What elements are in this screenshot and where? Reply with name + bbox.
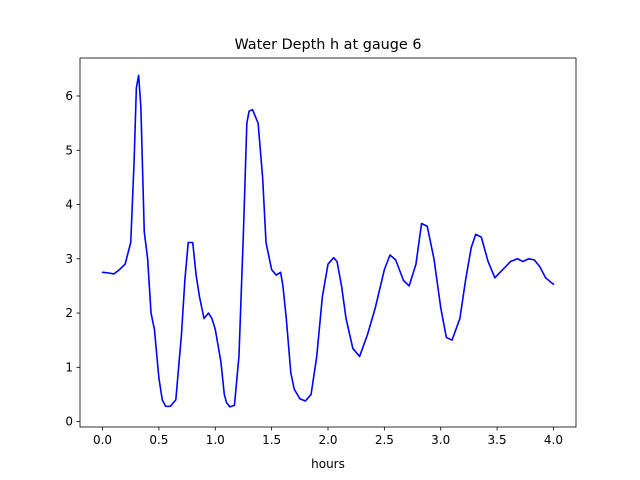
y-tick-label: 4 (65, 198, 73, 212)
y-tick-label: 3 (65, 252, 73, 266)
y-tick-label: 6 (65, 89, 73, 103)
x-axis-label: hours (311, 457, 345, 471)
x-tick-label: 3.0 (431, 433, 450, 447)
x-tick-label: 2.5 (375, 433, 394, 447)
x-tick-label: 0.5 (149, 433, 168, 447)
y-tick-label: 2 (65, 306, 73, 320)
chart-title: Water Depth h at gauge 6 (234, 37, 421, 53)
x-tick-label: 3.5 (488, 433, 507, 447)
x-tick-label: 4.0 (544, 433, 563, 447)
x-tick-label: 1.0 (206, 433, 225, 447)
x-tick-label: 1.5 (262, 433, 281, 447)
x-axis: 0.0 0.5 1.0 1.5 2.0 2.5 3.0 3.5 4.0 (93, 427, 563, 447)
y-tick-label: 5 (65, 143, 73, 157)
x-tick-label: 0.0 (93, 433, 112, 447)
x-tick-label: 2.0 (318, 433, 337, 447)
y-tick-label: 1 (65, 360, 73, 374)
y-axis: 0 1 2 3 4 5 6 (65, 89, 80, 429)
y-tick-label: 0 (65, 415, 73, 429)
series-line-0 (101, 74, 555, 408)
